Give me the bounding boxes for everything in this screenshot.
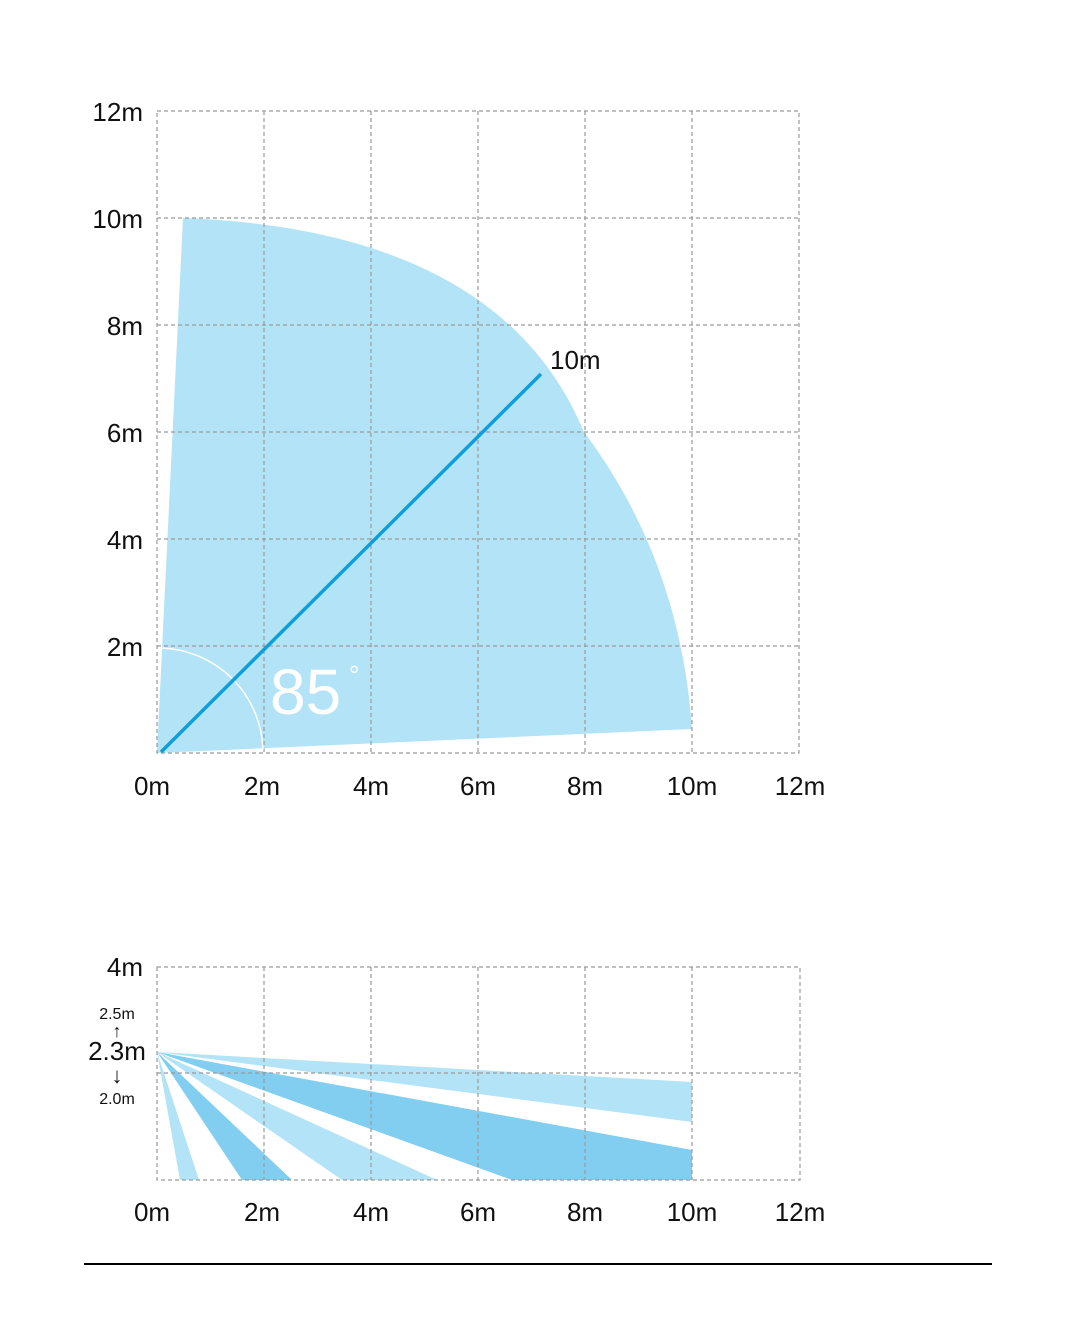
side-x-tick-8m: 8m <box>567 1197 603 1227</box>
side-x-tick-2m: 2m <box>244 1197 280 1227</box>
top-coverage-fan <box>157 218 692 753</box>
top-y-tick-8m: 8m <box>107 311 143 341</box>
mount-height-label: 2.3m <box>88 1036 146 1066</box>
up-arrow-icon: ↑ <box>113 1021 122 1041</box>
side-x-tick-0m: 0m <box>134 1197 170 1227</box>
down-arrow-icon: ↓ <box>112 1063 123 1088</box>
side-y-tick-4m: 4m <box>107 952 143 982</box>
side-grid <box>156 966 801 1181</box>
side-beam-5 <box>157 1052 199 1180</box>
side-beam-3 <box>157 1052 437 1180</box>
top-y-tick-2m: 2m <box>107 632 143 662</box>
top-x-tick-6m: 6m <box>460 771 496 801</box>
mount-max-label: 2.5m <box>99 1006 135 1023</box>
mount-min-label: 2.0m <box>99 1091 135 1108</box>
range-line <box>159 372 543 754</box>
top-grid <box>156 110 800 754</box>
top-x-tick-0m: 0m <box>134 771 170 801</box>
top-y-tick-6m: 6m <box>107 418 143 448</box>
angle-arc <box>159 647 264 751</box>
top-y-tick-10m: 10m <box>92 204 143 234</box>
bottom-divider <box>84 1263 992 1265</box>
top-x-tick-12m: 12m <box>775 771 826 801</box>
side-beam-2 <box>157 1052 692 1180</box>
side-x-tick-6m: 6m <box>460 1197 496 1227</box>
top-y-tick-12m: 12m <box>92 97 143 127</box>
degree-symbol: ° <box>349 660 359 690</box>
top-x-tick-4m: 4m <box>353 771 389 801</box>
range-label: 10m <box>550 345 601 375</box>
top-x-tick-10m: 10m <box>667 771 718 801</box>
top-x-tick-8m: 8m <box>567 771 603 801</box>
side-x-tick-12m: 12m <box>775 1197 826 1227</box>
angle-label: 85 <box>270 656 341 728</box>
side-view: 4m 2.5m ↑ 2.3m ↓ 2.0m 0m 2m 4m 6m 8m 10m… <box>88 952 825 1227</box>
top-view: 10m 85 ° 12m 10m 8m 6m 4m 2m 0m 2m 4m 6m… <box>92 97 825 801</box>
side-x-tick-10m: 10m <box>667 1197 718 1227</box>
top-x-tick-2m: 2m <box>244 771 280 801</box>
side-x-tick-4m: 4m <box>353 1197 389 1227</box>
side-beam-1 <box>157 1052 692 1122</box>
side-beam-4 <box>157 1052 292 1180</box>
top-y-tick-4m: 4m <box>107 525 143 555</box>
